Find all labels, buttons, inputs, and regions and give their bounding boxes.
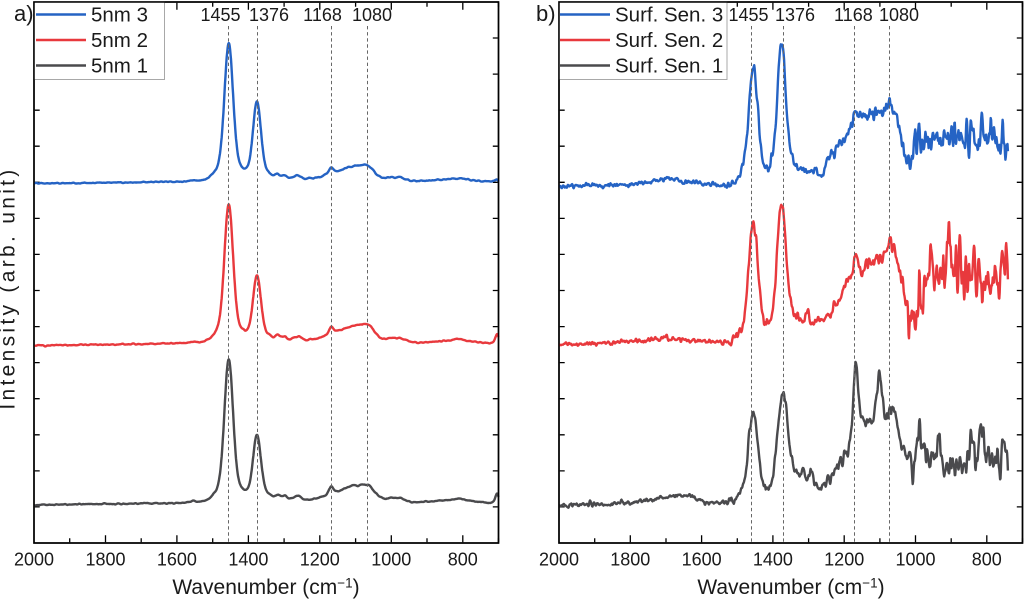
svg-text:5nm 1: 5nm 1 [91,55,148,78]
svg-text:1080: 1080 [879,5,919,25]
svg-text:1376: 1376 [775,5,815,25]
svg-text:Surf. Sen. 3: Surf. Sen. 3 [615,4,723,27]
svg-text:1455: 1455 [728,5,768,25]
svg-text:2000: 2000 [14,550,54,570]
svg-text:Surf. Sen. 2: Surf. Sen. 2 [615,29,723,52]
svg-text:1600: 1600 [682,550,722,570]
svg-text:Surf. Sen. 1: Surf. Sen. 1 [615,55,723,78]
svg-text:1200: 1200 [824,550,864,570]
svg-text:1376: 1376 [249,5,289,25]
svg-text:1455: 1455 [200,5,240,25]
svg-text:1000: 1000 [371,550,411,570]
svg-text:a): a) [14,1,34,26]
svg-text:Wavenumber (cm−1): Wavenumber (cm−1) [172,576,359,600]
svg-text:1200: 1200 [300,550,340,570]
svg-text:1800: 1800 [85,550,125,570]
svg-text:5nm 2: 5nm 2 [91,29,148,52]
svg-text:1168: 1168 [303,5,342,25]
svg-text:1800: 1800 [610,550,650,570]
svg-text:1168: 1168 [834,5,873,25]
svg-text:1400: 1400 [753,550,793,570]
svg-text:1080: 1080 [352,5,392,25]
svg-text:2000: 2000 [539,550,579,570]
svg-text:b): b) [536,1,556,26]
svg-text:800: 800 [448,550,478,570]
svg-text:Intensity (arb. unit): Intensity (arb. unit) [0,166,20,409]
svg-text:1400: 1400 [228,550,268,570]
svg-text:800: 800 [972,550,1002,570]
svg-text:Wavenumber (cm−1): Wavenumber (cm−1) [697,576,884,600]
svg-text:1600: 1600 [157,550,197,570]
svg-text:1000: 1000 [895,550,935,570]
svg-text:5nm 3: 5nm 3 [91,4,148,27]
